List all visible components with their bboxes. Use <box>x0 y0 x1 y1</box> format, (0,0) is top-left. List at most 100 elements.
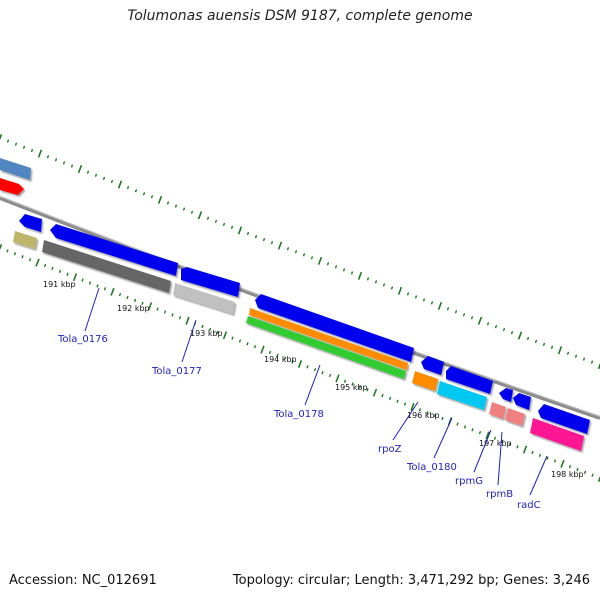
inner-ring-tick <box>141 301 144 305</box>
inner-ring-tick <box>171 313 174 317</box>
outer-ring-tick <box>494 324 498 329</box>
outer-ring-tick <box>446 307 450 311</box>
inner-ring-tick <box>568 465 572 469</box>
inner-ring-tick <box>246 342 249 346</box>
inner-ring-tick <box>493 436 497 440</box>
outer-ring-tick <box>437 301 443 310</box>
inner-ring-tick <box>597 475 600 482</box>
gene-label-rpmg: rpmG <box>455 476 483 487</box>
outer-ring-tick <box>30 148 34 153</box>
outer-ring-tick <box>197 211 203 220</box>
cds-arrow-rpmg <box>499 388 513 402</box>
outer-ring-tick <box>230 225 234 230</box>
inner-ring-tick <box>297 360 303 368</box>
outer-ring-tick <box>86 170 90 174</box>
outer-ring-tick <box>94 173 98 177</box>
outer-ring-tick <box>70 164 74 168</box>
inner-ring-tick <box>485 431 490 440</box>
outer-ring-tick <box>550 345 554 350</box>
topology-text: Topology: circular; Length: 3,471,292 bp… <box>232 573 590 588</box>
inner-ring-tick <box>253 345 257 349</box>
outer-ring-tick <box>286 247 290 251</box>
inner-ring-tick <box>28 258 32 262</box>
feature-cyan-tola0180 <box>437 381 487 410</box>
inner-ring-tick <box>291 359 294 363</box>
inner-ring-tick <box>321 370 324 375</box>
outer-ring-tick <box>37 149 43 158</box>
outer-ring-tick <box>470 316 474 320</box>
feature-red-arrow-topleft <box>0 178 24 195</box>
outer-ring-tick <box>502 327 506 332</box>
inner-ring-tick <box>478 430 482 435</box>
outer-ring-tick <box>142 192 146 196</box>
inner-ring-tick <box>583 470 587 475</box>
outer-ring-tick <box>334 265 338 269</box>
inner-ring-tick <box>133 298 137 303</box>
inner-ring-tick <box>216 330 219 334</box>
inner-ring-tick <box>313 368 317 372</box>
gene-label-rpoz: rpoZ <box>378 444 402 455</box>
feature-steelblue-topleft <box>0 158 31 180</box>
outer-ring-tick <box>77 165 83 174</box>
inner-ring-tick <box>43 263 47 268</box>
inner-ring-tick <box>118 292 122 297</box>
inner-ring-tick <box>103 287 107 291</box>
inner-ring-tick <box>351 382 354 386</box>
kbp-label-196: 196 kbp <box>407 411 440 420</box>
inner-ring-tick <box>531 450 534 455</box>
inner-ring-tick <box>6 249 9 253</box>
outer-ring-tick <box>46 155 50 159</box>
inner-ring-tick <box>231 336 234 340</box>
inner-ring-tick <box>51 266 54 271</box>
inner-ring-tick <box>501 439 504 443</box>
gene-label-rpmb: rpmB <box>486 489 513 500</box>
inner-ring-tick <box>260 345 265 354</box>
outer-ring-tick <box>317 256 323 265</box>
inner-ring-tick <box>372 388 378 397</box>
gene-label-tola0178: Tola_0178 <box>273 409 324 420</box>
inner-ring-tick <box>335 374 340 383</box>
inner-ring-tick <box>403 402 407 406</box>
outer-ring-tick <box>582 357 586 361</box>
gene-label-radc: radC <box>517 500 541 511</box>
outer-ring-tick <box>590 360 594 364</box>
outer-ring-tick <box>182 207 186 211</box>
feature-orange-rpoz <box>412 371 438 391</box>
outer-ring-tick <box>62 161 66 165</box>
outer-ring-tick <box>382 283 386 287</box>
cds-arrow-tola0176 <box>50 224 178 276</box>
inner-ring-tick <box>471 428 474 432</box>
inner-ring-tick <box>222 331 228 340</box>
cds-arrow-tola0177 <box>181 267 240 297</box>
cds-arrow-tola0180 <box>446 366 493 394</box>
gene-leader-lines <box>84 287 548 496</box>
outer-ring-tick <box>174 204 178 208</box>
outer-ring-tick <box>557 346 563 355</box>
outer-ring-tick <box>477 316 483 325</box>
cds-arrow-rpmb <box>513 393 531 410</box>
outer-ring-tick <box>517 331 523 340</box>
outer-ring-tick <box>222 222 226 227</box>
inner-ring-tick <box>238 339 242 343</box>
inner-ring-tick <box>508 442 512 446</box>
gene-label-tola0180: Tola_0180 <box>406 462 457 473</box>
inner-ring-tick <box>283 356 287 360</box>
outer-ring-tick <box>6 139 10 143</box>
inner-ring-tick <box>546 456 549 460</box>
feature-pink-radc <box>530 418 584 451</box>
outer-ring-tick <box>357 271 363 280</box>
outer-ring-tick <box>102 176 106 180</box>
outer-ring-tick <box>277 241 283 250</box>
kbp-label-197: 197 kbp <box>479 439 512 448</box>
kbp-label-198: 198 kbp <box>551 470 584 479</box>
cds-arrow-1 <box>19 214 42 232</box>
inner-ring-tick <box>463 425 467 429</box>
outer-ring-tick <box>246 231 250 236</box>
inner-ring-tick <box>268 350 272 355</box>
kbp-label-195: 195 kbp <box>335 383 368 392</box>
outer-ring-tick <box>342 268 346 272</box>
inner-ring-tick <box>208 327 212 332</box>
inner-ring-tick <box>306 365 309 369</box>
inner-ring-tick <box>328 373 332 378</box>
outer-ring-tick <box>397 286 403 295</box>
